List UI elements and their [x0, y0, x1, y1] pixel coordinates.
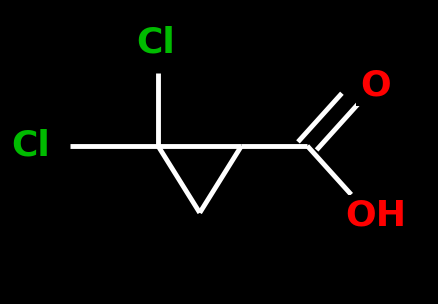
- Text: Cl: Cl: [136, 26, 175, 60]
- Text: OH: OH: [344, 199, 405, 233]
- Text: O: O: [359, 68, 390, 102]
- Text: Cl: Cl: [11, 129, 50, 163]
